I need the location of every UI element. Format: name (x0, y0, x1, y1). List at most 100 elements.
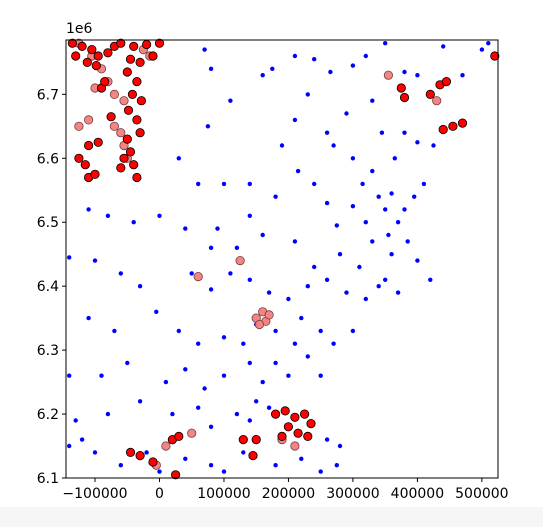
red-point (283, 422, 293, 432)
blue-point (305, 92, 310, 97)
blue-point (67, 443, 72, 449)
light-red-point (116, 128, 126, 138)
blue-point (260, 379, 265, 385)
blue-point (389, 191, 394, 196)
red-point (67, 38, 78, 48)
blue-point (337, 252, 343, 257)
blue-point (234, 245, 240, 250)
y-tick-label: 6.5 (37, 215, 59, 231)
blue-point (386, 232, 391, 238)
blue-point (86, 207, 91, 212)
red-point (127, 89, 137, 100)
red-point (441, 77, 451, 87)
blue-point (157, 213, 162, 218)
blue-point (286, 296, 291, 302)
blue-point (383, 41, 388, 46)
blue-point (350, 204, 356, 209)
blue-point (247, 181, 252, 187)
red-point (74, 153, 84, 163)
blue-point (221, 469, 227, 474)
x-tick-label: −100000 (62, 486, 127, 502)
blue-point (137, 399, 143, 404)
blue-point (67, 255, 72, 260)
blue-point (370, 168, 375, 174)
blue-point (221, 373, 227, 378)
blue-point (241, 341, 246, 346)
light-red-point (109, 89, 120, 100)
blue-point (334, 463, 339, 468)
blue-point (92, 450, 98, 455)
red-point (248, 450, 258, 461)
red-point (135, 57, 145, 68)
light-red-point (161, 441, 171, 451)
blue-point (350, 328, 356, 334)
blue-point (208, 66, 214, 72)
red-point (132, 77, 142, 87)
y-tick-label: 6.4 (37, 279, 59, 295)
blue-point (299, 456, 304, 461)
red-point (116, 38, 126, 48)
scatter-chart: −100000 0 100000 200000 300000 400000 500000 6… (0, 0, 543, 507)
blue-point (125, 360, 130, 366)
blue-point (196, 405, 201, 410)
red-point (399, 92, 410, 103)
red-point (135, 128, 145, 138)
red-point (154, 38, 165, 48)
red-point (136, 96, 146, 106)
blue-point (273, 463, 278, 468)
blue-point (208, 245, 214, 250)
blue-point (295, 168, 301, 174)
light-red-point (264, 310, 274, 320)
light-red-point (383, 70, 393, 80)
x-axis: −100000 0 100000 200000 300000 400000 500000 (62, 478, 509, 502)
red-point (93, 137, 103, 147)
blue-point (370, 98, 375, 103)
blue-point (395, 290, 401, 295)
figure-background (0, 0, 543, 507)
blue-point (137, 284, 143, 289)
blue-point (479, 47, 485, 52)
red-point (82, 57, 92, 68)
red-point (77, 41, 87, 52)
blue-point (389, 252, 394, 257)
red-point (132, 115, 142, 125)
blue-point (357, 264, 362, 270)
blue-point (247, 360, 252, 366)
blue-point (370, 239, 375, 244)
red-point (125, 447, 136, 457)
red-point (122, 67, 132, 77)
blue-point (183, 226, 188, 231)
blue-point (324, 200, 330, 206)
x-tick-label: 0 (155, 486, 164, 502)
blue-point (318, 328, 323, 334)
blue-point (486, 41, 491, 46)
blue-point (312, 264, 317, 270)
red-point (80, 160, 90, 170)
blue-point (376, 284, 381, 289)
blue-point (312, 181, 317, 187)
blue-point (215, 226, 220, 231)
x-tick-label: 300000 (326, 486, 379, 502)
light-red-point (84, 115, 94, 125)
blue-point (279, 143, 285, 148)
blue-point (183, 367, 188, 372)
blue-point (273, 194, 278, 199)
blue-point (334, 223, 339, 228)
blue-point (350, 156, 356, 161)
blue-point (196, 181, 201, 187)
blue-points-layer (67, 41, 491, 474)
blue-point (292, 239, 298, 244)
y-axis: 6.1 6.2 6.3 6.4 6.5 6.6 6.7 (37, 87, 66, 487)
y-tick-label: 6.3 (37, 343, 59, 359)
red-point (490, 51, 500, 61)
light-red-point (187, 428, 197, 438)
blue-point (118, 463, 124, 468)
blue-point (431, 143, 436, 148)
blue-point (157, 469, 162, 474)
blue-point (363, 220, 368, 225)
red-point (277, 431, 287, 441)
red-point (148, 457, 158, 467)
red-point (116, 163, 126, 173)
red-point (129, 160, 139, 170)
blue-point (105, 411, 111, 417)
